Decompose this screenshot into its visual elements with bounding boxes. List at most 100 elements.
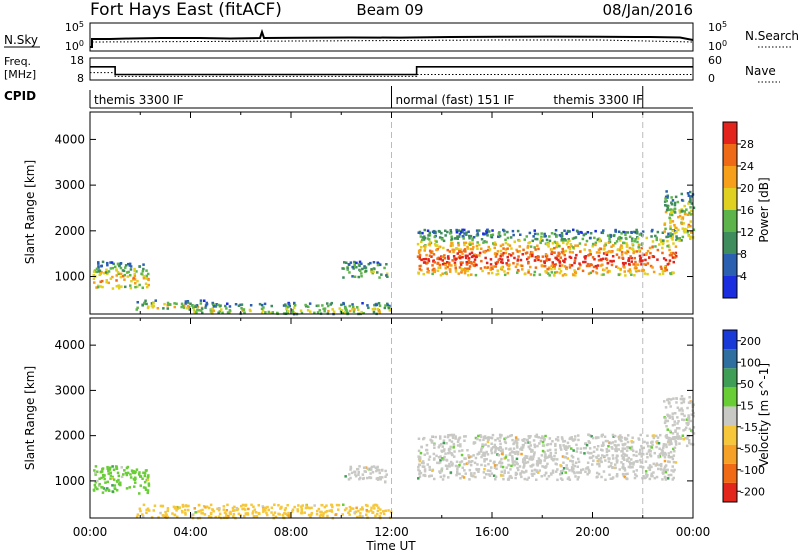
scatter-cell [462, 237, 465, 240]
scatter-cell [500, 260, 503, 264]
scatter-cell [222, 508, 226, 511]
scatter-cell [575, 450, 579, 453]
scatter-cell [519, 233, 522, 236]
scatter-cell [446, 435, 450, 439]
scatter-cell [576, 465, 579, 468]
scatter-cell [105, 268, 108, 272]
scatter-cell [559, 448, 563, 451]
scatter-cell [689, 200, 692, 203]
scatter-cell [189, 302, 192, 305]
scatter-cell [549, 472, 553, 475]
scatter-cell [659, 464, 663, 467]
scatter-cell [365, 513, 368, 516]
scatter-cell [459, 443, 462, 446]
scatter-cell [637, 438, 641, 441]
scatter-cell [126, 275, 129, 278]
scatter-cell [422, 436, 426, 440]
scatter-cell [661, 246, 664, 250]
scatter-cell [471, 247, 474, 251]
scatter-cell [261, 505, 265, 508]
scatter-cell [563, 253, 566, 257]
scatter-cell [463, 469, 466, 472]
scatter-cell [181, 503, 185, 507]
scatter-cell [620, 232, 623, 235]
scatter-cell [577, 457, 580, 461]
scatter-cell [597, 254, 601, 258]
scatter-cell [133, 269, 136, 273]
scatter-cell [535, 433, 539, 437]
scatter-cell [669, 234, 672, 238]
scatter-cell [232, 512, 236, 516]
scatter-cell [631, 436, 634, 439]
scatter-cell [186, 300, 190, 303]
scatter-cell [529, 435, 532, 438]
scatter-cell [358, 260, 362, 264]
scatter-cell [645, 253, 648, 256]
scatter-cell [688, 441, 691, 445]
scatter-cell [621, 463, 625, 466]
scatter-cell [656, 248, 660, 252]
scatter-cell [433, 261, 437, 264]
scatter-cell [475, 244, 479, 248]
scatter-cell [665, 199, 668, 203]
scatter-cell [98, 477, 101, 480]
scatter-cell [639, 258, 642, 261]
scatter-cell [590, 435, 593, 438]
scatter-cell [139, 475, 142, 478]
scatter-cell [315, 304, 319, 308]
scatter-cell [111, 275, 114, 279]
scatter-cell [304, 303, 307, 307]
scatter-cell [573, 269, 576, 272]
scatter-cell [653, 476, 657, 480]
scatter-cell [659, 452, 663, 455]
scatter-cell [358, 264, 361, 268]
scatter-cell [357, 509, 360, 513]
scatter-cell [457, 438, 460, 442]
scatter-cell [563, 238, 566, 241]
scatter-cell [321, 514, 325, 517]
scatter-cell [633, 256, 636, 260]
scatter-cell [323, 307, 327, 310]
scatter-cell [447, 452, 450, 455]
scatter-cell [649, 450, 652, 453]
scatter-cell [306, 309, 310, 312]
scatter-cell [97, 266, 100, 269]
scatter-cell [363, 265, 366, 268]
scatter-cell [459, 261, 463, 264]
scatter-cell [687, 225, 690, 228]
scatter-cell [673, 207, 676, 211]
scatter-cell [124, 471, 128, 475]
scatter-cell [439, 442, 443, 446]
scatter-cell [446, 265, 449, 269]
scatter-cell [481, 454, 484, 457]
scatter-cell [467, 274, 470, 277]
scatter-cell [664, 419, 667, 423]
scatter-cell [385, 272, 389, 275]
scatter-cell [651, 245, 654, 249]
scatter-cell [114, 265, 117, 269]
scatter-cell [670, 442, 673, 446]
scatter-cell [252, 505, 255, 508]
scatter-cell [225, 307, 228, 310]
scatter-cell [641, 466, 645, 469]
scatter-cell [548, 239, 552, 243]
scatter-cell [657, 455, 660, 458]
scatter-cell [145, 511, 148, 515]
scatter-cell [673, 252, 677, 256]
colorbar-tick-label: 200 [740, 335, 761, 348]
scatter-cell [651, 440, 654, 443]
scatter-cell [499, 436, 502, 439]
scatter-cell [120, 475, 124, 479]
scatter-cell [229, 512, 232, 516]
scatter-cell [671, 220, 675, 223]
scatter-cell [267, 310, 271, 314]
scatter-cell [480, 259, 483, 263]
scatter-cell [512, 463, 515, 466]
scatter-cell [141, 270, 145, 273]
scatter-cell [461, 255, 464, 259]
scatter-cell [640, 263, 643, 266]
scatter-cell [556, 436, 560, 439]
scatter-cell [115, 467, 119, 470]
scatter-cell [603, 454, 606, 458]
scatter-cell [416, 242, 420, 246]
